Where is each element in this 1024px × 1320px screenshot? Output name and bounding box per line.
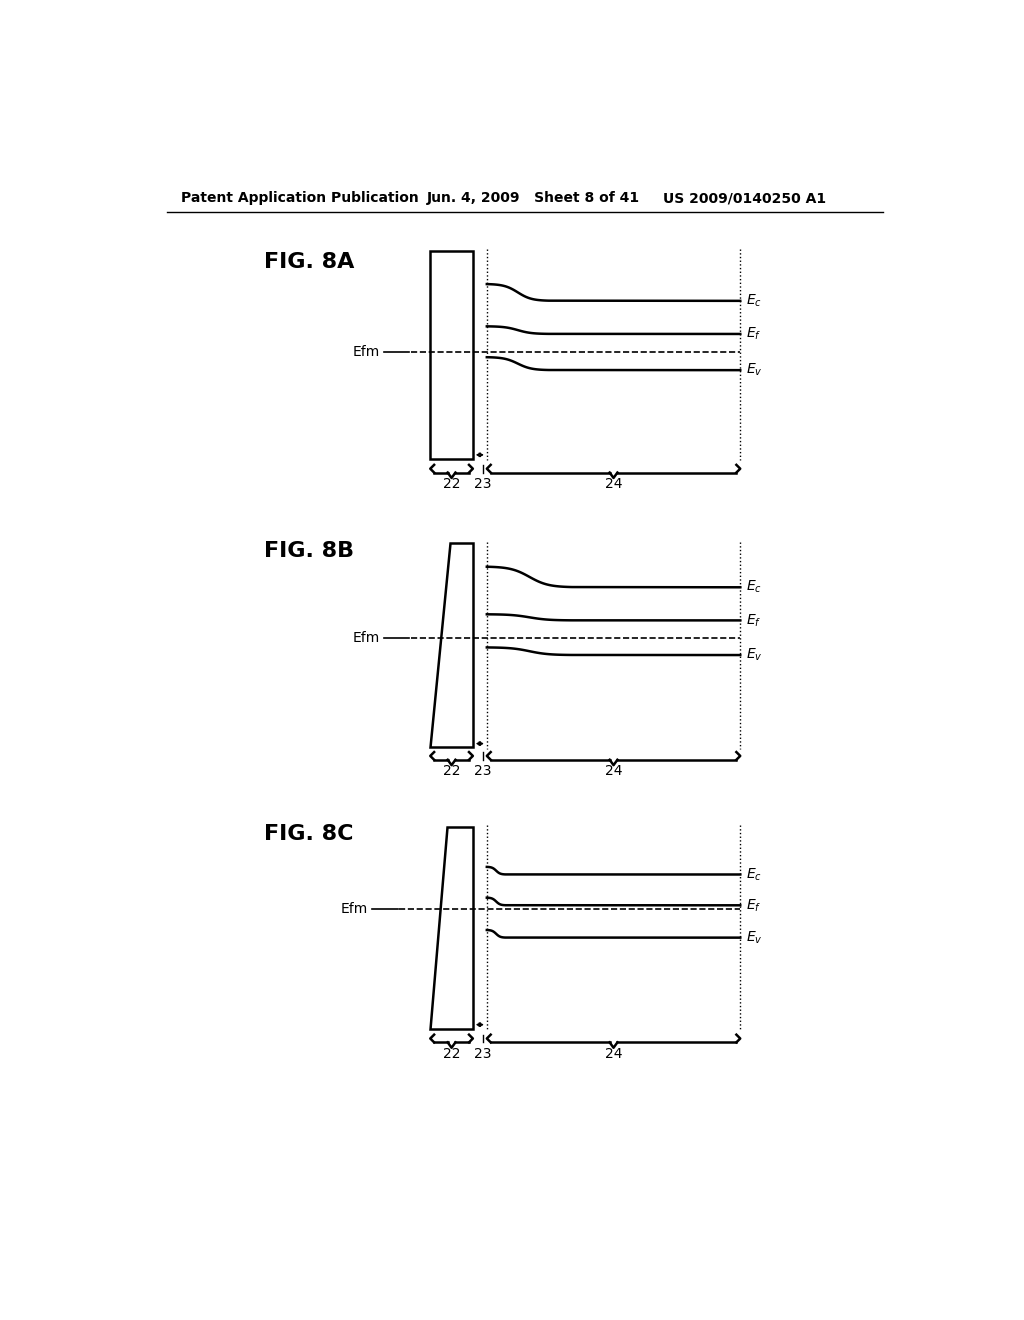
Text: Efm: Efm	[352, 631, 380, 645]
Text: Jun. 4, 2009   Sheet 8 of 41: Jun. 4, 2009 Sheet 8 of 41	[426, 191, 640, 206]
Polygon shape	[430, 544, 473, 747]
Text: $E_c$: $E_c$	[746, 866, 763, 883]
Text: $E_f$: $E_f$	[746, 612, 762, 628]
Text: 22: 22	[442, 764, 461, 779]
Bar	[430, 251, 473, 459]
Text: 23: 23	[474, 477, 492, 491]
Text: 22: 22	[442, 477, 461, 491]
Text: 22: 22	[442, 1047, 461, 1061]
Text: Efm: Efm	[341, 902, 369, 916]
Text: $E_c$: $E_c$	[746, 293, 763, 309]
Text: FIG. 8A: FIG. 8A	[263, 252, 354, 272]
Text: 24: 24	[605, 477, 623, 491]
Text: $E_c$: $E_c$	[746, 579, 763, 595]
Text: FIG. 8C: FIG. 8C	[263, 825, 353, 845]
Text: 23: 23	[474, 1047, 492, 1061]
Text: 23: 23	[474, 764, 492, 779]
Text: Patent Application Publication: Patent Application Publication	[180, 191, 419, 206]
Text: $E_v$: $E_v$	[746, 647, 763, 663]
Text: US 2009/0140250 A1: US 2009/0140250 A1	[663, 191, 826, 206]
Text: 24: 24	[605, 1047, 623, 1061]
Text: $E_v$: $E_v$	[746, 929, 763, 946]
Text: FIG. 8B: FIG. 8B	[263, 541, 353, 561]
Text: $E_v$: $E_v$	[746, 362, 763, 379]
Text: 24: 24	[605, 764, 623, 779]
Text: Efm: Efm	[352, 346, 380, 359]
Polygon shape	[430, 826, 473, 1028]
Text: $E_f$: $E_f$	[746, 898, 762, 913]
Text: $E_f$: $E_f$	[746, 326, 762, 342]
